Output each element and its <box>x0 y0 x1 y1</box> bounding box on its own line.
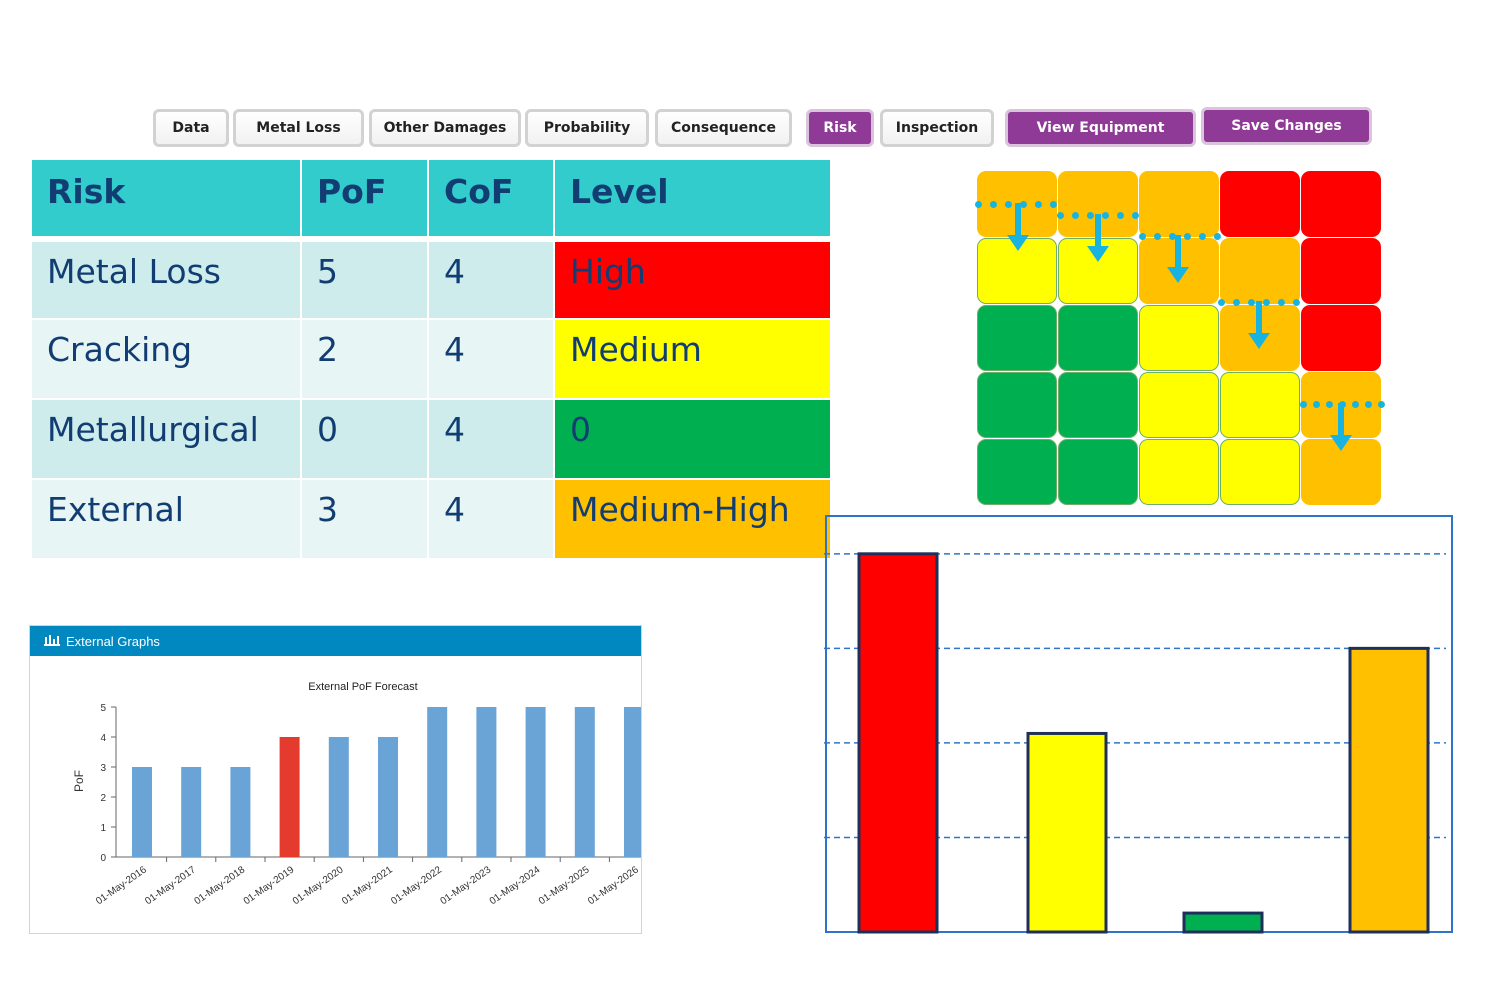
cof-cell: 4 <box>429 480 553 558</box>
x-tick-label: 01-May-2018 <box>193 864 248 907</box>
x-tick-label: 01-May-2021 <box>340 864 395 907</box>
header-level: Level <box>555 160 830 236</box>
x-tick-label: 01-May-2025 <box>537 864 592 907</box>
bar-chart-icon <box>44 634 60 649</box>
x-tick-label: 01-May-2017 <box>143 864 198 907</box>
matrix-cell-green <box>977 305 1057 371</box>
matrix-cell-yellow <box>1139 439 1219 505</box>
forecast-bar <box>230 767 251 857</box>
forecast-bar <box>181 767 202 857</box>
tab-metal-loss[interactable]: Metal Loss <box>233 109 364 147</box>
matrix-cell-yellow <box>1139 305 1219 371</box>
forecast-bar <box>427 707 448 857</box>
forecast-bar <box>328 737 349 857</box>
risk-level-bar <box>1348 646 1430 934</box>
down-arrow-icon <box>1167 235 1189 283</box>
level-cell: 0 <box>555 400 830 478</box>
matrix-cell-green <box>1058 305 1138 371</box>
tab-other-damages[interactable]: Other Damages <box>369 109 521 147</box>
y-tick-label: 4 <box>100 733 106 744</box>
x-tick-label: 01-May-2026 <box>586 864 641 907</box>
pof-cell: 2 <box>302 320 427 398</box>
level-cell: Medium-High <box>555 480 830 558</box>
forecast-bar <box>378 737 398 857</box>
matrix-cell-red <box>1301 305 1381 371</box>
tab-consequence[interactable]: Consequence <box>655 109 792 147</box>
y-tick-label: 5 <box>100 703 106 714</box>
level-cell: High <box>555 242 830 318</box>
x-tick-label: 01-May-2023 <box>439 864 494 907</box>
matrix-cell-yellow <box>1220 439 1300 505</box>
risk-level-bar <box>1026 731 1108 934</box>
forecast-bar <box>279 737 300 857</box>
x-tick-label: 01-May-2024 <box>488 864 543 907</box>
forecast-bar <box>574 707 595 857</box>
level-cell: Medium <box>555 320 830 398</box>
pof-cell: 0 <box>302 400 427 478</box>
tab-inspection[interactable]: Inspection <box>880 109 994 147</box>
matrix-cell-green <box>977 372 1057 438</box>
down-arrow-icon <box>1087 214 1109 262</box>
risk-level-bar <box>1182 911 1264 934</box>
matrix-cell-yellow <box>1139 372 1219 438</box>
matrix-cell-orange <box>1220 238 1300 304</box>
risk-table: Risk PoF CoF Level Metal Loss 5 4 High C… <box>32 160 832 560</box>
forecast-bar <box>624 707 641 857</box>
down-arrow-icon <box>1248 301 1270 349</box>
pof-cell: 3 <box>302 480 427 558</box>
x-tick-label: 01-May-2019 <box>242 864 297 907</box>
matrix-cell-green <box>977 439 1057 505</box>
y-tick-label: 1 <box>100 823 106 834</box>
risk-name-cell: External <box>32 480 300 558</box>
external-pof-forecast-chart: External PoF Forecast PoF 0 1 2 3 4 5 01-May-201… <box>72 681 641 907</box>
risk-name-cell: Metal Loss <box>32 242 300 318</box>
y-axis-label: PoF <box>72 770 86 792</box>
forecast-bar <box>476 707 497 857</box>
down-arrow-icon <box>1330 403 1352 451</box>
tab-risk[interactable]: Risk <box>806 109 874 147</box>
chart-title: External PoF Forecast <box>308 681 417 693</box>
forecast-bar <box>525 707 546 857</box>
save-changes-button[interactable]: Save Changes <box>1201 107 1372 145</box>
matrix-cell-green <box>1058 439 1138 505</box>
cof-cell: 4 <box>429 320 553 398</box>
matrix-cell-orange <box>1139 171 1219 237</box>
matrix-cell-red <box>1301 238 1381 304</box>
cof-cell: 4 <box>429 400 553 478</box>
pof-cell: 5 <box>302 242 427 318</box>
risk-name-cell: Cracking <box>32 320 300 398</box>
y-tick-label: 3 <box>100 763 106 774</box>
tab-probability[interactable]: Probability <box>525 109 649 147</box>
risk-level-bar-chart <box>824 515 1453 934</box>
matrix-cell-yellow <box>1220 372 1300 438</box>
tab-data[interactable]: Data <box>153 109 229 147</box>
matrix-cell-green <box>1058 372 1138 438</box>
header-cof: CoF <box>429 160 553 236</box>
down-arrow-icon <box>1007 203 1029 251</box>
x-tick-label: 01-May-2016 <box>94 864 149 907</box>
y-tick-label: 0 <box>100 853 106 864</box>
risk-matrix <box>975 170 1385 510</box>
cof-cell: 4 <box>429 242 553 318</box>
header-pof: PoF <box>302 160 427 236</box>
risk-level-bar <box>857 552 939 934</box>
x-tick-label: 01-May-2020 <box>291 864 346 907</box>
x-tick-label: 01-May-2022 <box>389 864 444 907</box>
y-tick-label: 2 <box>100 793 106 804</box>
external-graphs-header: External Graphs <box>30 626 641 656</box>
forecast-bar <box>132 767 152 857</box>
matrix-cell-red <box>1301 171 1381 237</box>
header-risk: Risk <box>32 160 300 236</box>
external-graphs-title: External Graphs <box>66 633 160 649</box>
view-equipment-button[interactable]: View Equipment <box>1005 109 1196 147</box>
chart-frame <box>825 515 1453 933</box>
matrix-cell-red <box>1220 171 1300 237</box>
external-graphs-panel: External Graphs External PoF Forecast PoF… <box>29 625 642 934</box>
risk-name-cell: Metallurgical <box>32 400 300 478</box>
